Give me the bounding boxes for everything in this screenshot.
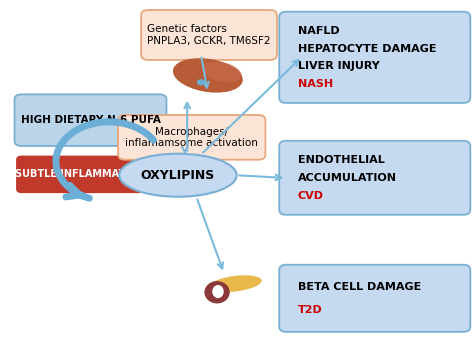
Ellipse shape bbox=[173, 58, 243, 93]
Ellipse shape bbox=[212, 285, 224, 298]
Text: ACCUMULATION: ACCUMULATION bbox=[298, 173, 397, 183]
Text: NASH: NASH bbox=[298, 79, 333, 89]
Text: SUBTLE INFLAMMATION: SUBTLE INFLAMMATION bbox=[15, 169, 145, 179]
Ellipse shape bbox=[204, 281, 230, 303]
Text: CVD: CVD bbox=[298, 191, 324, 201]
FancyBboxPatch shape bbox=[118, 115, 265, 160]
Text: ENDOTHELIAL: ENDOTHELIAL bbox=[298, 155, 384, 165]
FancyBboxPatch shape bbox=[279, 141, 470, 215]
Ellipse shape bbox=[202, 62, 242, 82]
Text: HIGH DIETARY N-6 PUFA: HIGH DIETARY N-6 PUFA bbox=[20, 115, 160, 125]
Text: HEPATOCYTE DAMAGE: HEPATOCYTE DAMAGE bbox=[298, 43, 436, 53]
FancyBboxPatch shape bbox=[141, 10, 277, 60]
Text: OXYLIPINS: OXYLIPINS bbox=[141, 169, 215, 182]
Text: Genetic factors
PNPLA3, GCKR, TM6SF2: Genetic factors PNPLA3, GCKR, TM6SF2 bbox=[147, 24, 271, 46]
Ellipse shape bbox=[197, 79, 205, 85]
Text: NAFLD: NAFLD bbox=[298, 26, 339, 36]
Text: T2D: T2D bbox=[298, 305, 322, 315]
Text: BETA CELL DAMAGE: BETA CELL DAMAGE bbox=[298, 282, 421, 292]
FancyBboxPatch shape bbox=[15, 94, 166, 146]
Text: LIVER INJURY: LIVER INJURY bbox=[298, 61, 379, 71]
FancyBboxPatch shape bbox=[279, 265, 470, 332]
Ellipse shape bbox=[210, 275, 262, 292]
Ellipse shape bbox=[119, 154, 237, 197]
FancyBboxPatch shape bbox=[17, 156, 144, 193]
Text: Macrophages/
inflamamsome activation: Macrophages/ inflamamsome activation bbox=[125, 127, 258, 148]
FancyBboxPatch shape bbox=[279, 12, 470, 103]
